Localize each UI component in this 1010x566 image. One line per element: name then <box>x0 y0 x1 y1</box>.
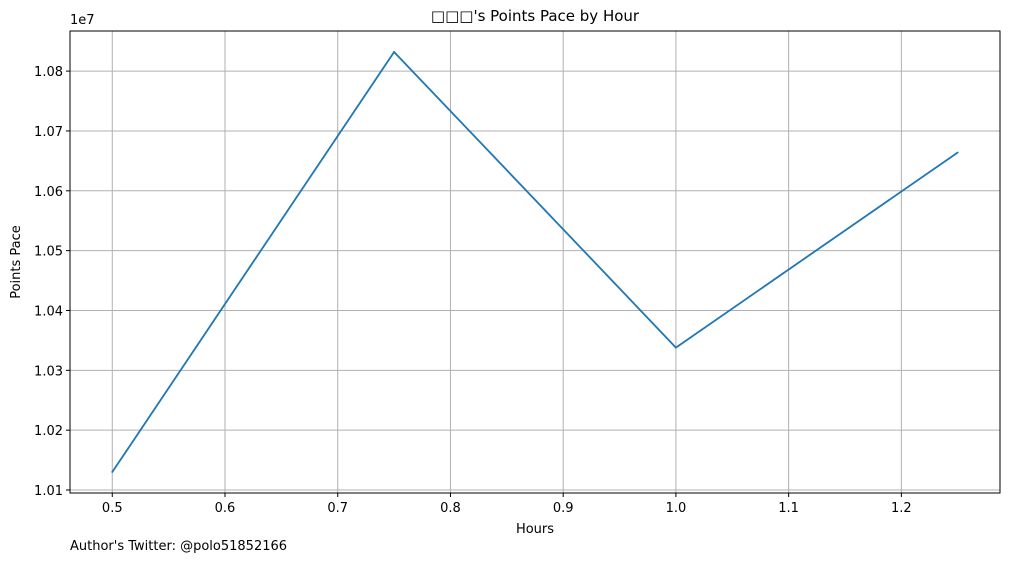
tick-layer: 0.5 0.6 0.7 0.8 0.9 1.0 1.1 1.2 1.01 1.02 1.03 1.04… <box>34 65 912 516</box>
y-axis-label: Points Pace <box>9 225 24 299</box>
y-tick-label: 1.06 <box>34 185 63 200</box>
y-tick-label: 1.04 <box>34 304 63 319</box>
chart-title: □□□'s Points Pace by Hour <box>431 7 640 25</box>
x-tick-label: 0.8 <box>440 501 461 516</box>
data-point <box>956 151 959 154</box>
y-tick-label: 1.03 <box>34 364 63 379</box>
plot-frame <box>69 30 1001 494</box>
author-footnote: Author's Twitter: @polo51852166 <box>70 539 287 554</box>
grid-layer <box>70 31 1000 493</box>
y-tick-label: 1.05 <box>34 245 63 260</box>
y-tick-label: 1.02 <box>34 424 63 439</box>
x-tick-label: 0.6 <box>215 501 236 516</box>
x-tick-label: 0.7 <box>327 501 348 516</box>
series-line <box>111 51 959 473</box>
y-tick-label: 1.01 <box>34 484 63 499</box>
data-point <box>111 471 114 473</box>
y-offset-label: 1e7 <box>70 13 95 28</box>
x-tick-label: 1.1 <box>778 501 799 516</box>
y-tick-label: 1.08 <box>34 65 63 80</box>
y-tick-label: 1.07 <box>34 125 63 140</box>
series-layer <box>111 51 959 473</box>
data-point <box>393 51 395 53</box>
x-axis-label: Hours <box>516 522 554 537</box>
x-tick-label: 1.2 <box>891 501 912 516</box>
x-tick-label: 0.5 <box>102 501 123 516</box>
data-point <box>675 346 677 349</box>
x-tick-label: 1.0 <box>666 501 687 516</box>
x-tick-label: 0.9 <box>553 501 574 516</box>
